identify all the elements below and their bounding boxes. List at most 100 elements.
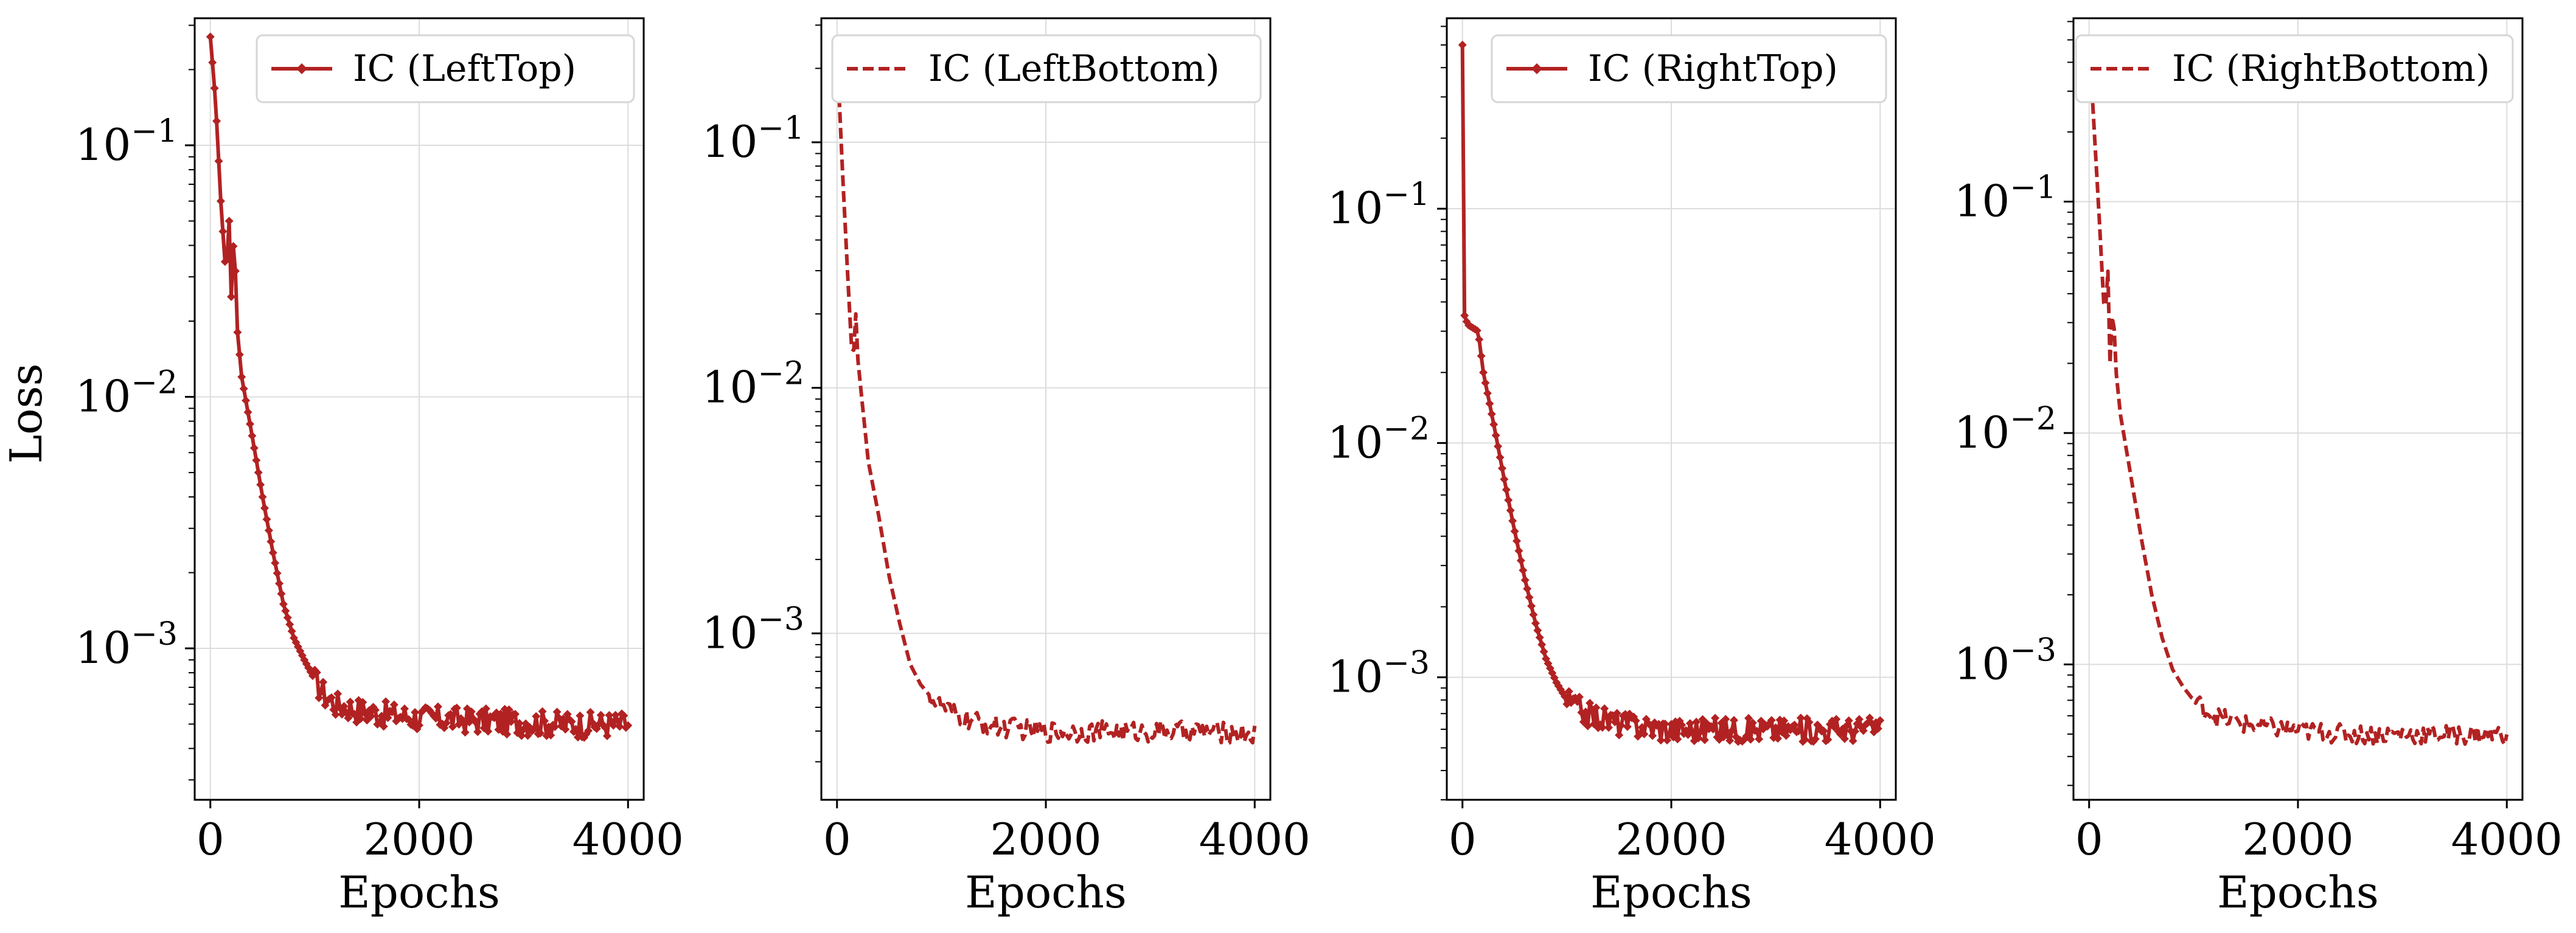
series-point — [1581, 707, 1590, 716]
series-point — [287, 626, 296, 636]
series-point — [1780, 716, 1789, 725]
series-point — [242, 396, 251, 405]
series-point — [285, 620, 294, 629]
series-point — [1610, 718, 1620, 727]
y-tick-label: 10−3 — [702, 601, 804, 658]
series-point — [281, 606, 290, 616]
x-tick-label: 2000 — [2242, 814, 2353, 865]
series-point — [1494, 442, 1503, 451]
series-point — [1483, 389, 1492, 398]
series-point — [1752, 726, 1761, 735]
series-point — [546, 730, 555, 740]
series-point — [536, 729, 545, 738]
y-tick-label: 10−2 — [1328, 411, 1430, 468]
series-point — [459, 718, 468, 727]
series-point — [1489, 420, 1499, 429]
x-tick-label: 0 — [1449, 814, 1477, 865]
series-point — [1604, 723, 1613, 732]
series-point — [277, 589, 286, 598]
legend-box — [1491, 34, 1887, 103]
series-point — [1500, 475, 1509, 484]
y-tick-label: 10−1 — [75, 113, 178, 170]
series-point — [1755, 735, 1764, 744]
y-tick-label: 10−1 — [1954, 169, 2056, 226]
x-axis-label: Epochs — [965, 867, 1127, 918]
series-point — [1519, 566, 1528, 575]
series-point — [344, 713, 353, 723]
series-point — [1631, 716, 1640, 726]
series-point — [442, 718, 451, 727]
legend-box — [2075, 34, 2514, 103]
series-point — [1677, 720, 1687, 729]
legend: IC (RightBottom) — [2075, 34, 2514, 103]
series-point — [249, 443, 259, 453]
series-point — [1832, 715, 1841, 724]
y-tick-label: 10−2 — [75, 364, 178, 421]
series-point — [1508, 516, 1517, 525]
series-point — [1700, 735, 1709, 744]
series-point — [510, 710, 520, 719]
series-point — [319, 678, 328, 687]
series-point — [1725, 736, 1735, 745]
series-point — [529, 724, 538, 734]
series-point — [1477, 352, 1486, 361]
series-point — [260, 504, 269, 513]
series-point — [433, 702, 442, 711]
series-point — [576, 711, 585, 720]
series-point — [411, 708, 420, 717]
series-point — [1805, 718, 1814, 727]
series-point — [252, 456, 261, 465]
series-point — [256, 480, 265, 489]
series-point — [266, 537, 276, 546]
series-point — [268, 548, 277, 557]
series-point — [1781, 731, 1791, 740]
series-point — [210, 83, 219, 92]
series-point — [1531, 619, 1540, 628]
series-point — [275, 579, 284, 588]
series-point — [1840, 734, 1849, 743]
series-point — [225, 217, 234, 226]
series-point — [471, 718, 480, 727]
series-line — [835, 49, 1257, 746]
series-point — [1829, 723, 1839, 732]
series-point — [1796, 713, 1805, 723]
series-point — [538, 707, 547, 716]
series-point — [1623, 722, 1632, 731]
series-point — [1502, 485, 1511, 494]
series-point — [1506, 506, 1515, 515]
series-point — [517, 731, 526, 740]
series-point — [615, 722, 624, 731]
series-point — [1692, 718, 1701, 727]
series-point — [1575, 692, 1584, 701]
series-point — [1516, 556, 1525, 565]
series-point — [389, 700, 399, 709]
x-tick-label: 0 — [823, 814, 851, 865]
series-point — [1744, 713, 1753, 723]
series-point — [1673, 735, 1682, 744]
series-point — [358, 698, 367, 707]
series-point — [371, 706, 380, 715]
series-point — [237, 372, 246, 381]
series-point — [1640, 729, 1649, 738]
y-tick-label: 10−2 — [1954, 401, 2056, 458]
series-point — [248, 431, 257, 440]
series-point — [1514, 546, 1523, 555]
series-point — [1873, 724, 1882, 733]
series-point — [1512, 536, 1521, 546]
series-point — [231, 266, 240, 276]
series-point — [1771, 723, 1780, 732]
series-point — [619, 711, 628, 720]
y-axis-label: Loss — [1, 363, 52, 463]
series-point — [1523, 584, 1532, 593]
y-tick-label: 10−3 — [75, 616, 178, 673]
legend-marker-sample — [1531, 63, 1542, 74]
series-point — [1819, 726, 1828, 735]
series-point — [584, 726, 593, 735]
panel-3: 0 2000 4000 10−1 10−2 10−3 Epochs IC (RightTop) — [1328, 17, 1936, 918]
x-tick-label: 2000 — [363, 814, 475, 865]
x-tick-label: 0 — [197, 814, 225, 865]
series-point — [350, 710, 359, 719]
series-point — [523, 731, 532, 740]
series-point — [1527, 602, 1536, 611]
series-point — [1746, 735, 1755, 744]
